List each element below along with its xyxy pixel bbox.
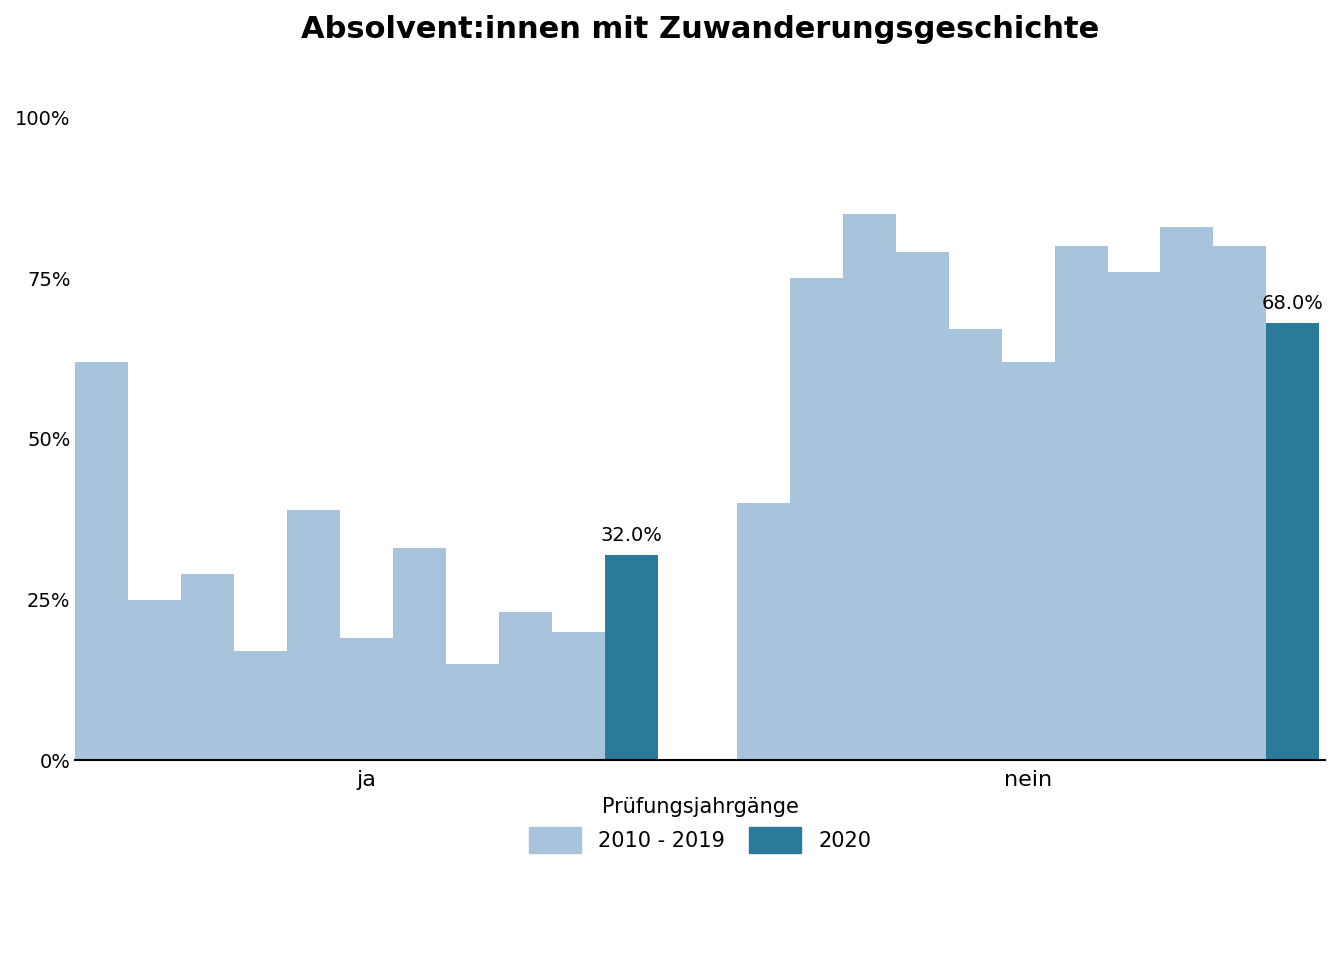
Bar	[392, 548, 446, 760]
Bar	[949, 329, 1001, 760]
Bar	[128, 600, 181, 760]
Title: Absolvent:innen mit Zuwanderungsgeschichte: Absolvent:innen mit Zuwanderungsgeschich…	[301, 15, 1099, 44]
Bar	[1107, 272, 1160, 760]
Bar	[605, 555, 657, 760]
Bar	[790, 278, 843, 760]
Bar	[737, 503, 790, 760]
Legend: 2010 - 2019, 2020: 2010 - 2019, 2020	[520, 788, 879, 861]
Bar	[288, 510, 340, 760]
Bar	[181, 574, 234, 760]
Bar	[1266, 323, 1320, 760]
Bar	[1160, 227, 1214, 760]
Bar	[843, 214, 896, 760]
Bar	[896, 252, 949, 760]
Bar	[75, 362, 128, 760]
Bar	[1055, 246, 1107, 760]
Bar	[1001, 362, 1055, 760]
Text: 68.0%: 68.0%	[1262, 295, 1324, 313]
Text: 32.0%: 32.0%	[601, 526, 663, 545]
Bar	[446, 664, 499, 760]
Bar	[1214, 246, 1266, 760]
Bar	[552, 632, 605, 760]
Bar	[340, 638, 392, 760]
Bar	[234, 651, 288, 760]
Bar	[499, 612, 552, 760]
